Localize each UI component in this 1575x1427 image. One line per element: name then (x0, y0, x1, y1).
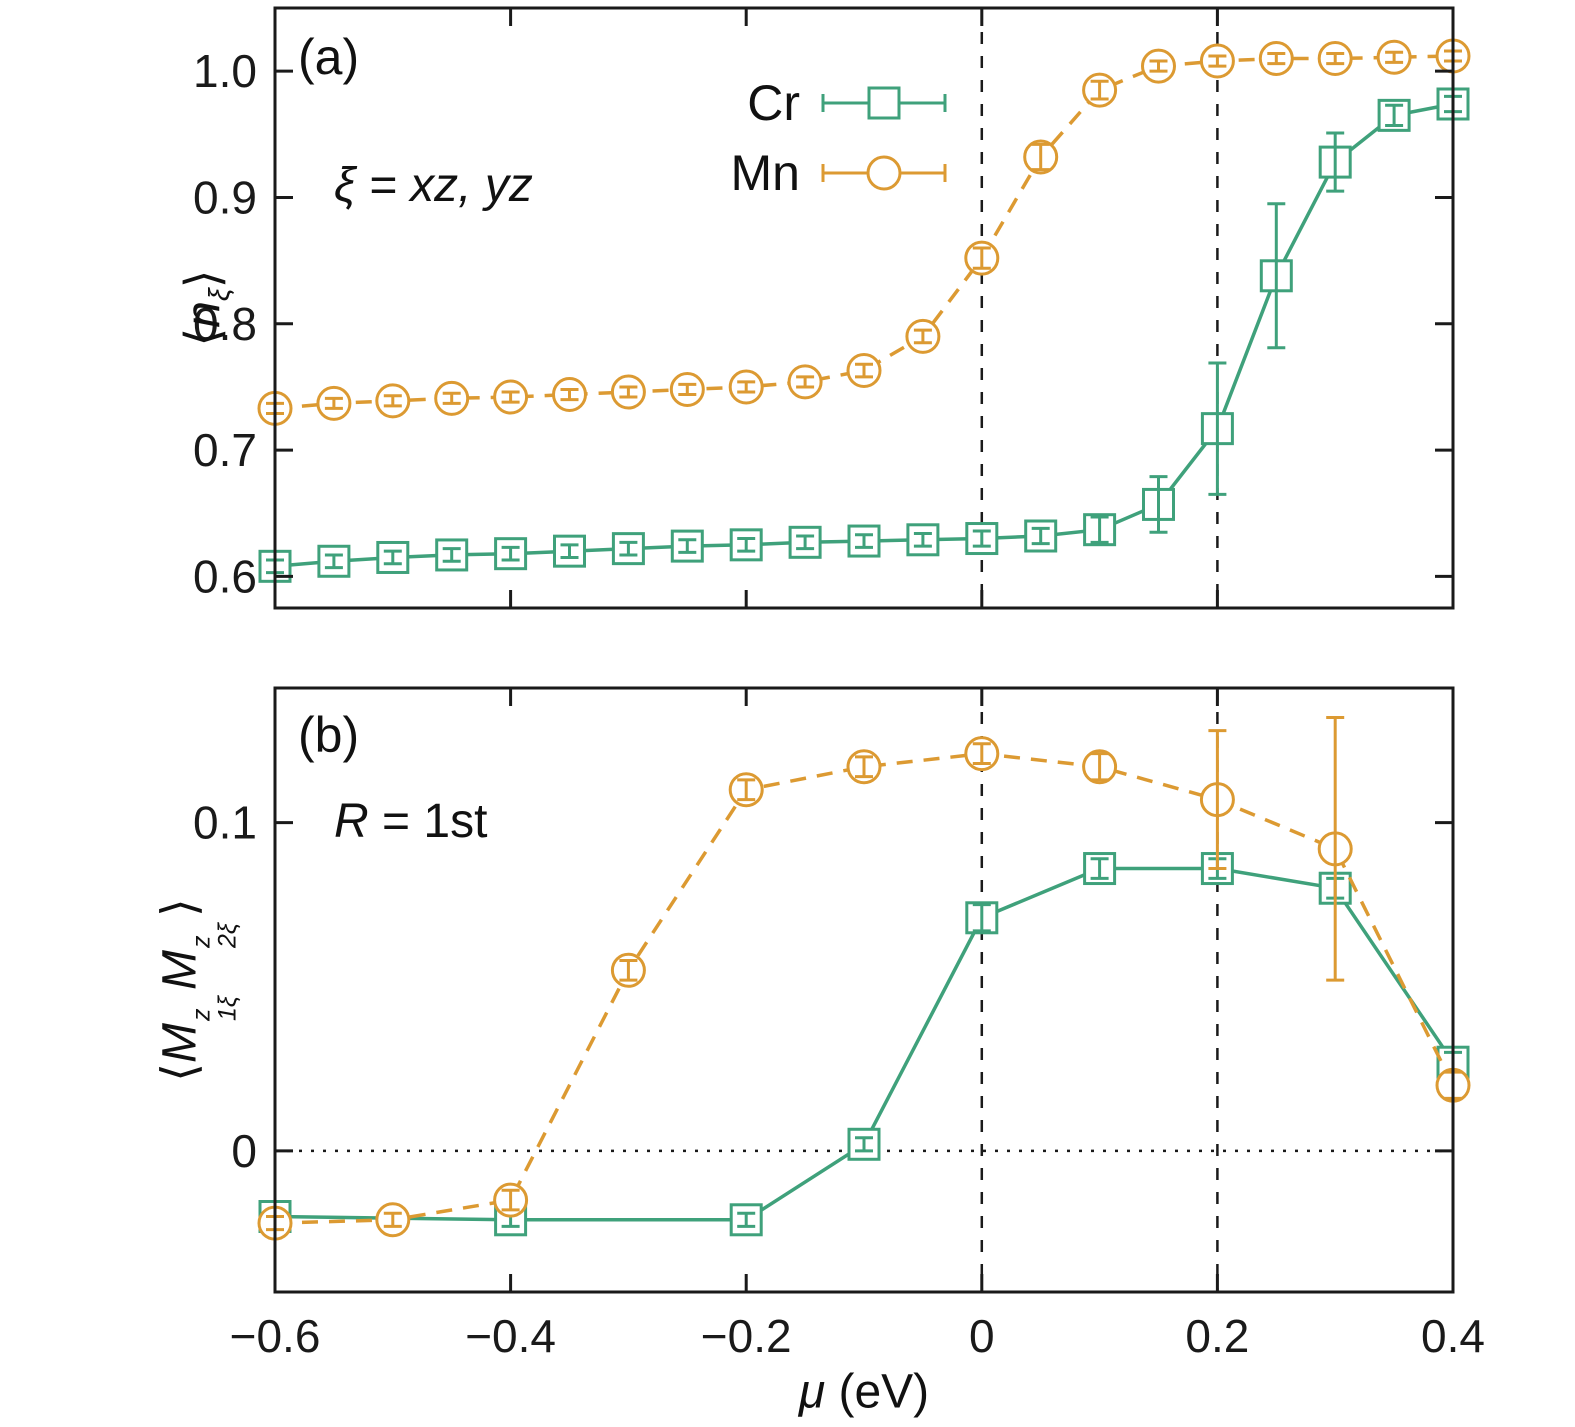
ylabel-b-m1: M (153, 1023, 207, 1064)
line-mn-a (274, 54, 1454, 411)
panel-b-annotation: R = 1st (334, 794, 487, 849)
panel-b-label: (b) (298, 707, 360, 763)
xlabel-unit: (eV) (825, 1365, 930, 1419)
legend-entry-cr: Cr (716, 74, 950, 132)
panel-a-annotation: ξ = xz, yz (334, 159, 533, 212)
xtick-label: −0.6 (230, 1310, 321, 1362)
xtick-label: 0 (969, 1310, 995, 1362)
ylabel-b-open-bracket: ⟨ (153, 1063, 207, 1082)
legend: Cr Mn (716, 74, 950, 202)
panel-b: −0.6 −0.4 −0.2 0 0.2 0.4 0 0.1 (193, 686, 1485, 1362)
line-cr-b (274, 866, 1455, 1222)
ylabel-b-close-bracket: ⟩ (153, 898, 207, 917)
xtick-label: 0.4 (1421, 1310, 1485, 1362)
ylabel-a-open-bracket: ⟨ (176, 327, 230, 347)
ytick-label: 0.6 (193, 550, 257, 602)
ylabel-a-close-bracket: ⟩ (176, 269, 230, 289)
ytick-label: 0.7 (193, 424, 257, 476)
ytick-label: 0.8 (193, 298, 257, 350)
ylabel-b-m2: M (153, 950, 207, 990)
panel-b-annotation-R: R (334, 795, 369, 848)
line-mn-b (274, 751, 1455, 1225)
legend-entry-mn: Mn (716, 144, 950, 202)
square-marker (847, 524, 881, 558)
xtick-label: 0.2 (1185, 1310, 1249, 1362)
mn-errorbar-marker-icon (821, 155, 947, 191)
square-marker (729, 528, 763, 562)
square-marker (670, 529, 704, 563)
xtick-label: −0.2 (701, 1310, 792, 1362)
panel-a-label: (a) (298, 29, 360, 85)
ylabel-a: ⟨nξ⟩ (175, 269, 237, 346)
ytick-label: 1.0 (193, 45, 257, 97)
ylabel-a-sub: ξ (204, 288, 237, 302)
ytick-label: 0 (231, 1125, 257, 1177)
ytick-label: 0.9 (193, 171, 257, 223)
ylabel-b-m1-scripts: z 1ξ (187, 996, 242, 1022)
xlabel: μ (eV) (799, 1365, 929, 1420)
xlabel-mu: μ (798, 1365, 826, 1419)
panel-b-annotation-rest: = 1st (368, 795, 488, 848)
cr-errorbar-marker-icon (821, 86, 947, 120)
square-marker (965, 522, 999, 556)
square-marker (965, 901, 999, 935)
legend-mn-label: Mn (730, 145, 800, 201)
panel-a: 0.6 0.7 0.8 0.9 1.0 (193, 6, 1471, 610)
series-mn-b (257, 716, 1471, 1241)
series-cr-b (258, 852, 1470, 1237)
ytick-label: 0.1 (193, 797, 257, 849)
ylabel-a-n: n (176, 301, 230, 328)
panel-frame-b (273, 686, 1455, 1294)
xtick-label: −0.4 (465, 1310, 556, 1362)
ylabel-b-m2-scripts: z 2ξ (187, 922, 242, 949)
panel-frame-a (273, 6, 1455, 610)
series-cr-a (258, 87, 1470, 583)
square-marker (611, 532, 645, 566)
legend-cr-label: Cr (747, 75, 800, 131)
